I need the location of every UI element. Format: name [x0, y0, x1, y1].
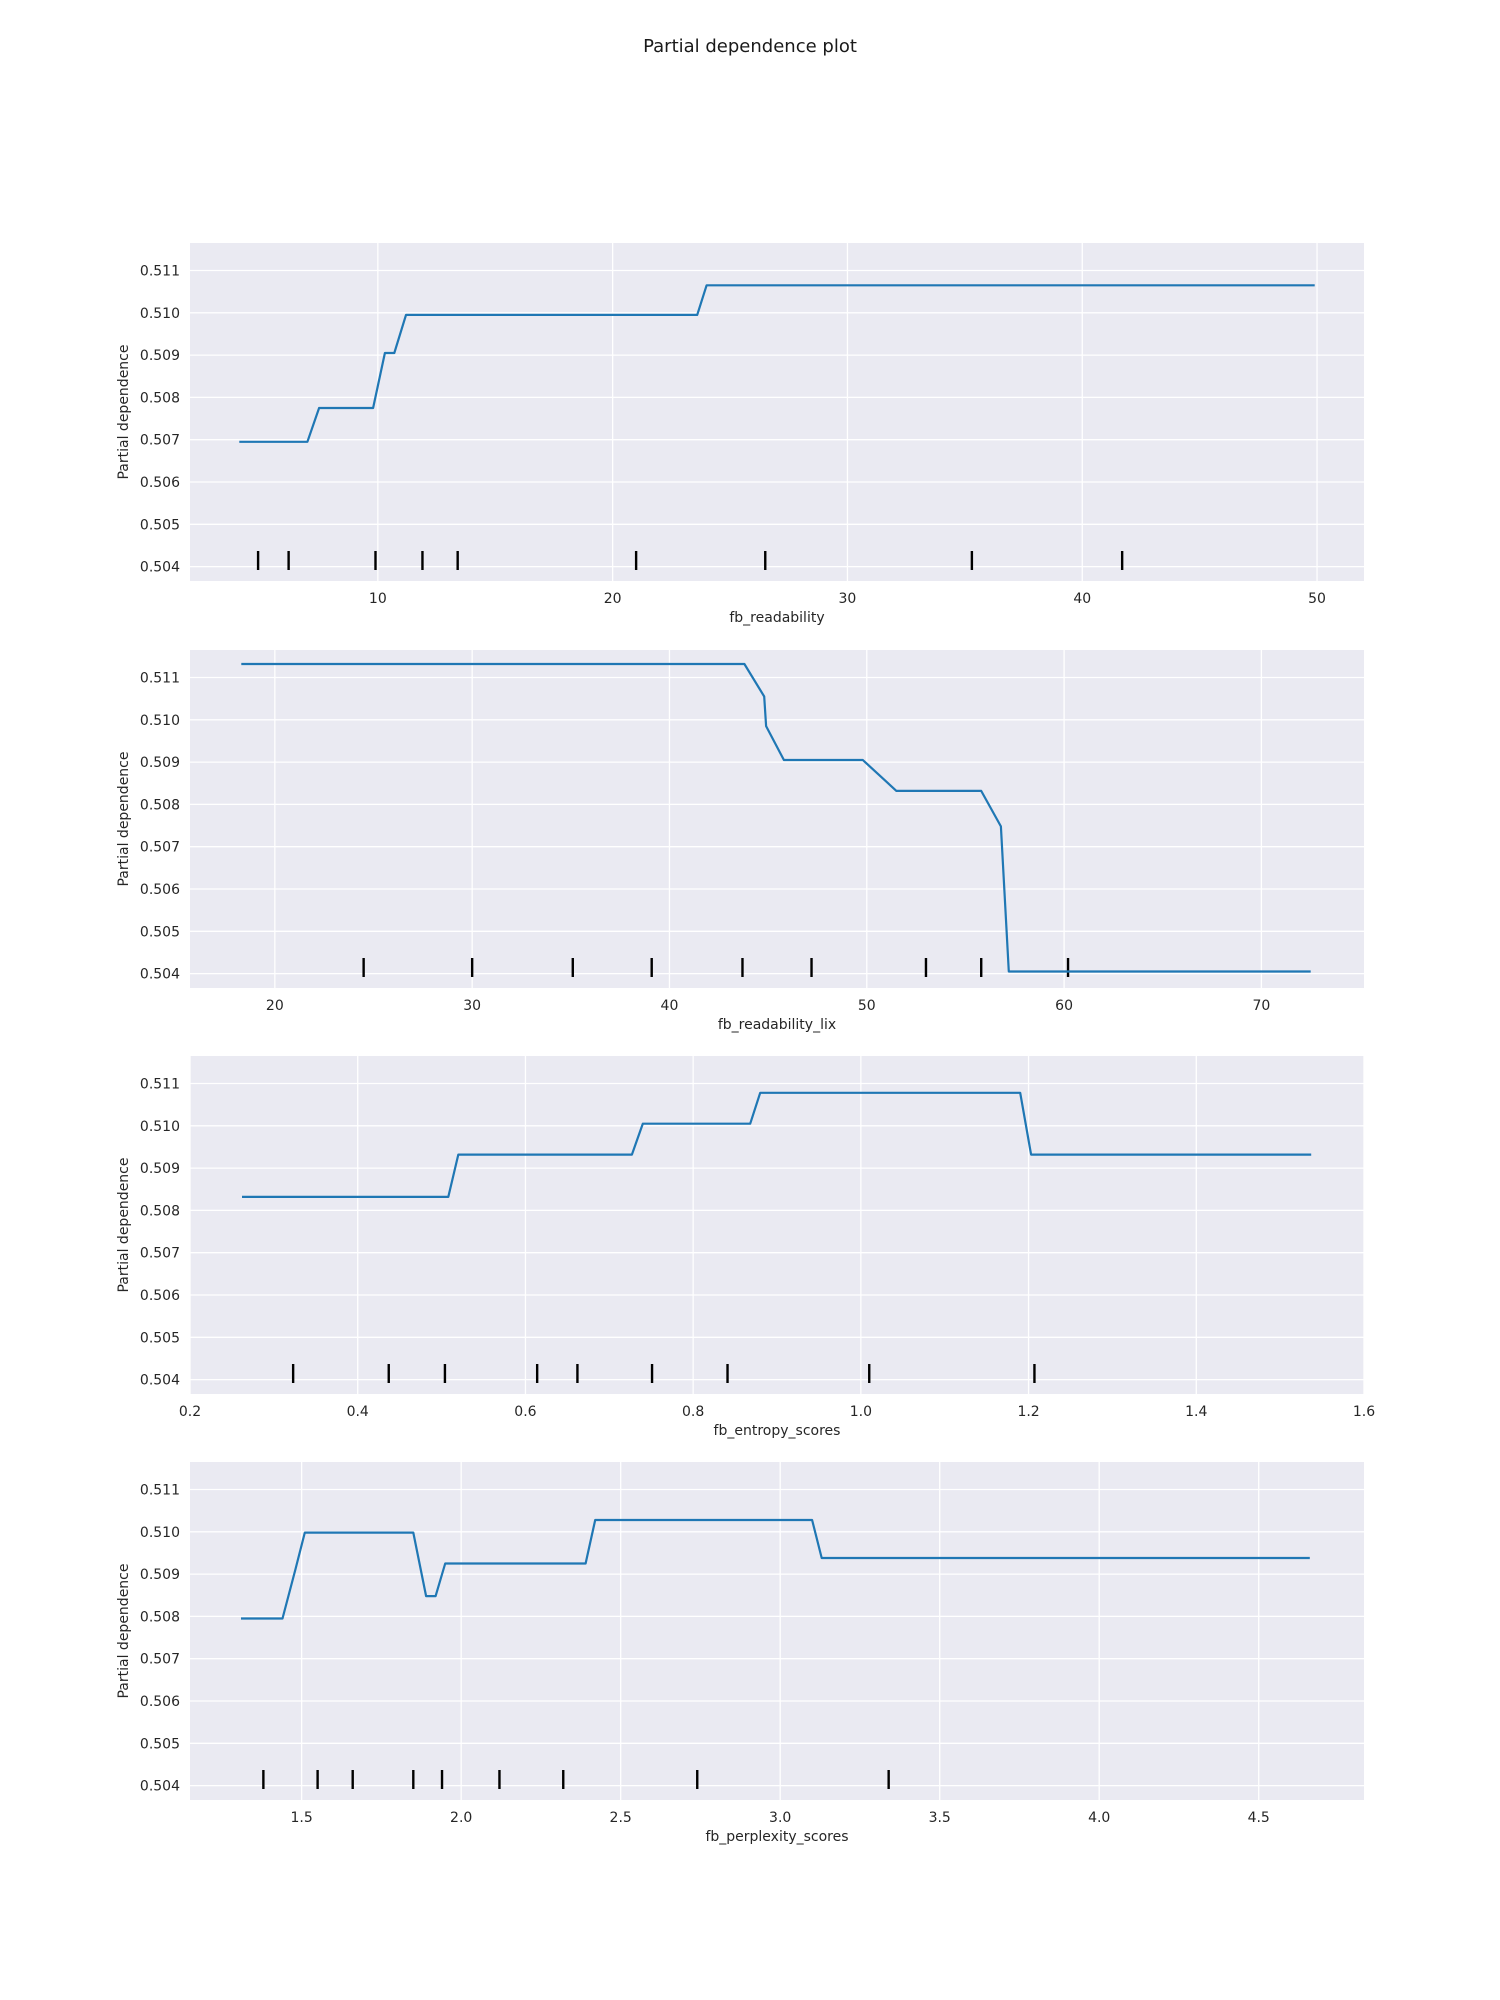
plot-area — [190, 1462, 1364, 1800]
y-axis-label: Partial dependence — [116, 1157, 132, 1292]
y-tick-label: 0.507 — [140, 433, 180, 449]
pdp-panel-2: 20 30 40 50 60 70 0.504 0.505 0.506 0.507 0.508 0.5… — [116, 650, 1364, 1033]
x-axis-label: fb_entropy_scores — [714, 1423, 841, 1439]
x-tick-label: 1.2 — [1017, 1404, 1039, 1420]
y-tick-label: 0.509 — [140, 1161, 180, 1177]
y-tick-label: 0.511 — [140, 670, 180, 686]
x-tick-label: 3.0 — [769, 1810, 791, 1826]
y-tick-label: 0.506 — [140, 475, 180, 491]
x-axis-label: fb_readability_lix — [718, 1017, 836, 1033]
y-tick-label: 0.504 — [140, 1373, 180, 1389]
x-tick-label: 1.4 — [1185, 1404, 1207, 1420]
plot-area — [190, 243, 1364, 581]
y-tick-label: 0.505 — [140, 1330, 180, 1346]
y-axis-label: Partial dependence — [116, 751, 132, 886]
y-tick-label: 0.509 — [140, 348, 180, 364]
x-tick-label: 50 — [1308, 591, 1326, 607]
y-tick-label: 0.510 — [140, 713, 180, 729]
figure-title: Partial dependence plot — [643, 36, 857, 57]
x-axis-label: fb_perplexity_scores — [705, 1829, 848, 1845]
x-tick-label: 10 — [369, 591, 387, 607]
y-tick-label: 0.508 — [140, 390, 180, 406]
plot-area — [190, 1056, 1364, 1394]
x-tick-label: 0.6 — [514, 1404, 536, 1420]
y-tick-label: 0.510 — [140, 1119, 180, 1135]
pdp-panel-4: 1.5 2.0 2.5 3.0 3.5 4.0 4.5 0.504 0.505 0.506 0.50… — [116, 1462, 1364, 1845]
x-tick-label: 1.6 — [1353, 1404, 1375, 1420]
x-tick-label: 1.0 — [850, 1404, 872, 1420]
y-tick-label: 0.505 — [140, 924, 180, 940]
y-tick-label: 0.506 — [140, 1288, 180, 1304]
pd-line — [239, 284, 1315, 443]
y-tick-label: 0.508 — [140, 797, 180, 813]
y-tick-label: 0.510 — [140, 1525, 180, 1541]
x-tick-label: 30 — [839, 591, 857, 607]
y-tick-label: 0.508 — [140, 1203, 180, 1219]
x-tick-label: 3.5 — [929, 1810, 951, 1826]
x-tick-label: 2.5 — [610, 1810, 632, 1826]
pd-line — [241, 662, 1311, 973]
x-tick-label: 4.5 — [1248, 1810, 1270, 1826]
pd-line — [242, 1091, 1312, 1199]
x-tick-label: 40 — [1073, 591, 1091, 607]
pdp-panel-3: 0.2 0.4 0.6 0.8 1.0 1.2 1.4 1.6 0.504 0.505 0.506 0… — [116, 1056, 1375, 1439]
y-tick-label: 0.507 — [140, 1246, 180, 1262]
x-tick-label: 0.2 — [179, 1404, 201, 1420]
y-axis-label: Partial dependence — [116, 1563, 132, 1698]
y-axis-label: Partial dependence — [116, 344, 132, 479]
x-tick-label: 4.0 — [1088, 1810, 1110, 1826]
y-tick-label: 0.506 — [140, 1694, 180, 1710]
x-tick-label: 20 — [266, 998, 284, 1014]
x-tick-label: 2.0 — [450, 1810, 472, 1826]
y-tick-label: 0.504 — [140, 1779, 180, 1795]
y-tick-label: 0.508 — [140, 1609, 180, 1625]
y-tick-label: 0.511 — [140, 263, 180, 279]
x-tick-label: 1.5 — [291, 1810, 313, 1826]
y-tick-label: 0.507 — [140, 1652, 180, 1668]
x-tick-label: 30 — [463, 998, 481, 1014]
y-tick-label: 0.506 — [140, 882, 180, 898]
y-tick-label: 0.511 — [140, 1076, 180, 1092]
x-tick-label: 0.8 — [682, 1404, 704, 1420]
x-tick-label: 40 — [661, 998, 679, 1014]
y-tick-label: 0.509 — [140, 755, 180, 771]
y-tick-label: 0.511 — [140, 1482, 180, 1498]
x-tick-label: 20 — [604, 591, 622, 607]
x-tick-label: 50 — [858, 998, 876, 1014]
y-tick-label: 0.505 — [140, 517, 180, 533]
x-axis-label: fb_readability — [729, 610, 824, 626]
y-tick-label: 0.504 — [140, 560, 180, 576]
x-tick-label: 0.4 — [347, 1404, 369, 1420]
y-tick-label: 0.505 — [140, 1736, 180, 1752]
x-tick-label: 70 — [1252, 998, 1270, 1014]
pdp-panel-1: 10 20 30 40 50 0.504 0.505 0.506 0.507 0.508 0.509… — [116, 243, 1364, 626]
y-tick-label: 0.507 — [140, 840, 180, 856]
pd-line — [241, 1518, 1310, 1620]
plot-area — [190, 650, 1364, 988]
y-tick-label: 0.504 — [140, 967, 180, 983]
y-tick-label: 0.510 — [140, 306, 180, 322]
y-tick-label: 0.509 — [140, 1567, 180, 1583]
x-tick-label: 60 — [1055, 998, 1073, 1014]
